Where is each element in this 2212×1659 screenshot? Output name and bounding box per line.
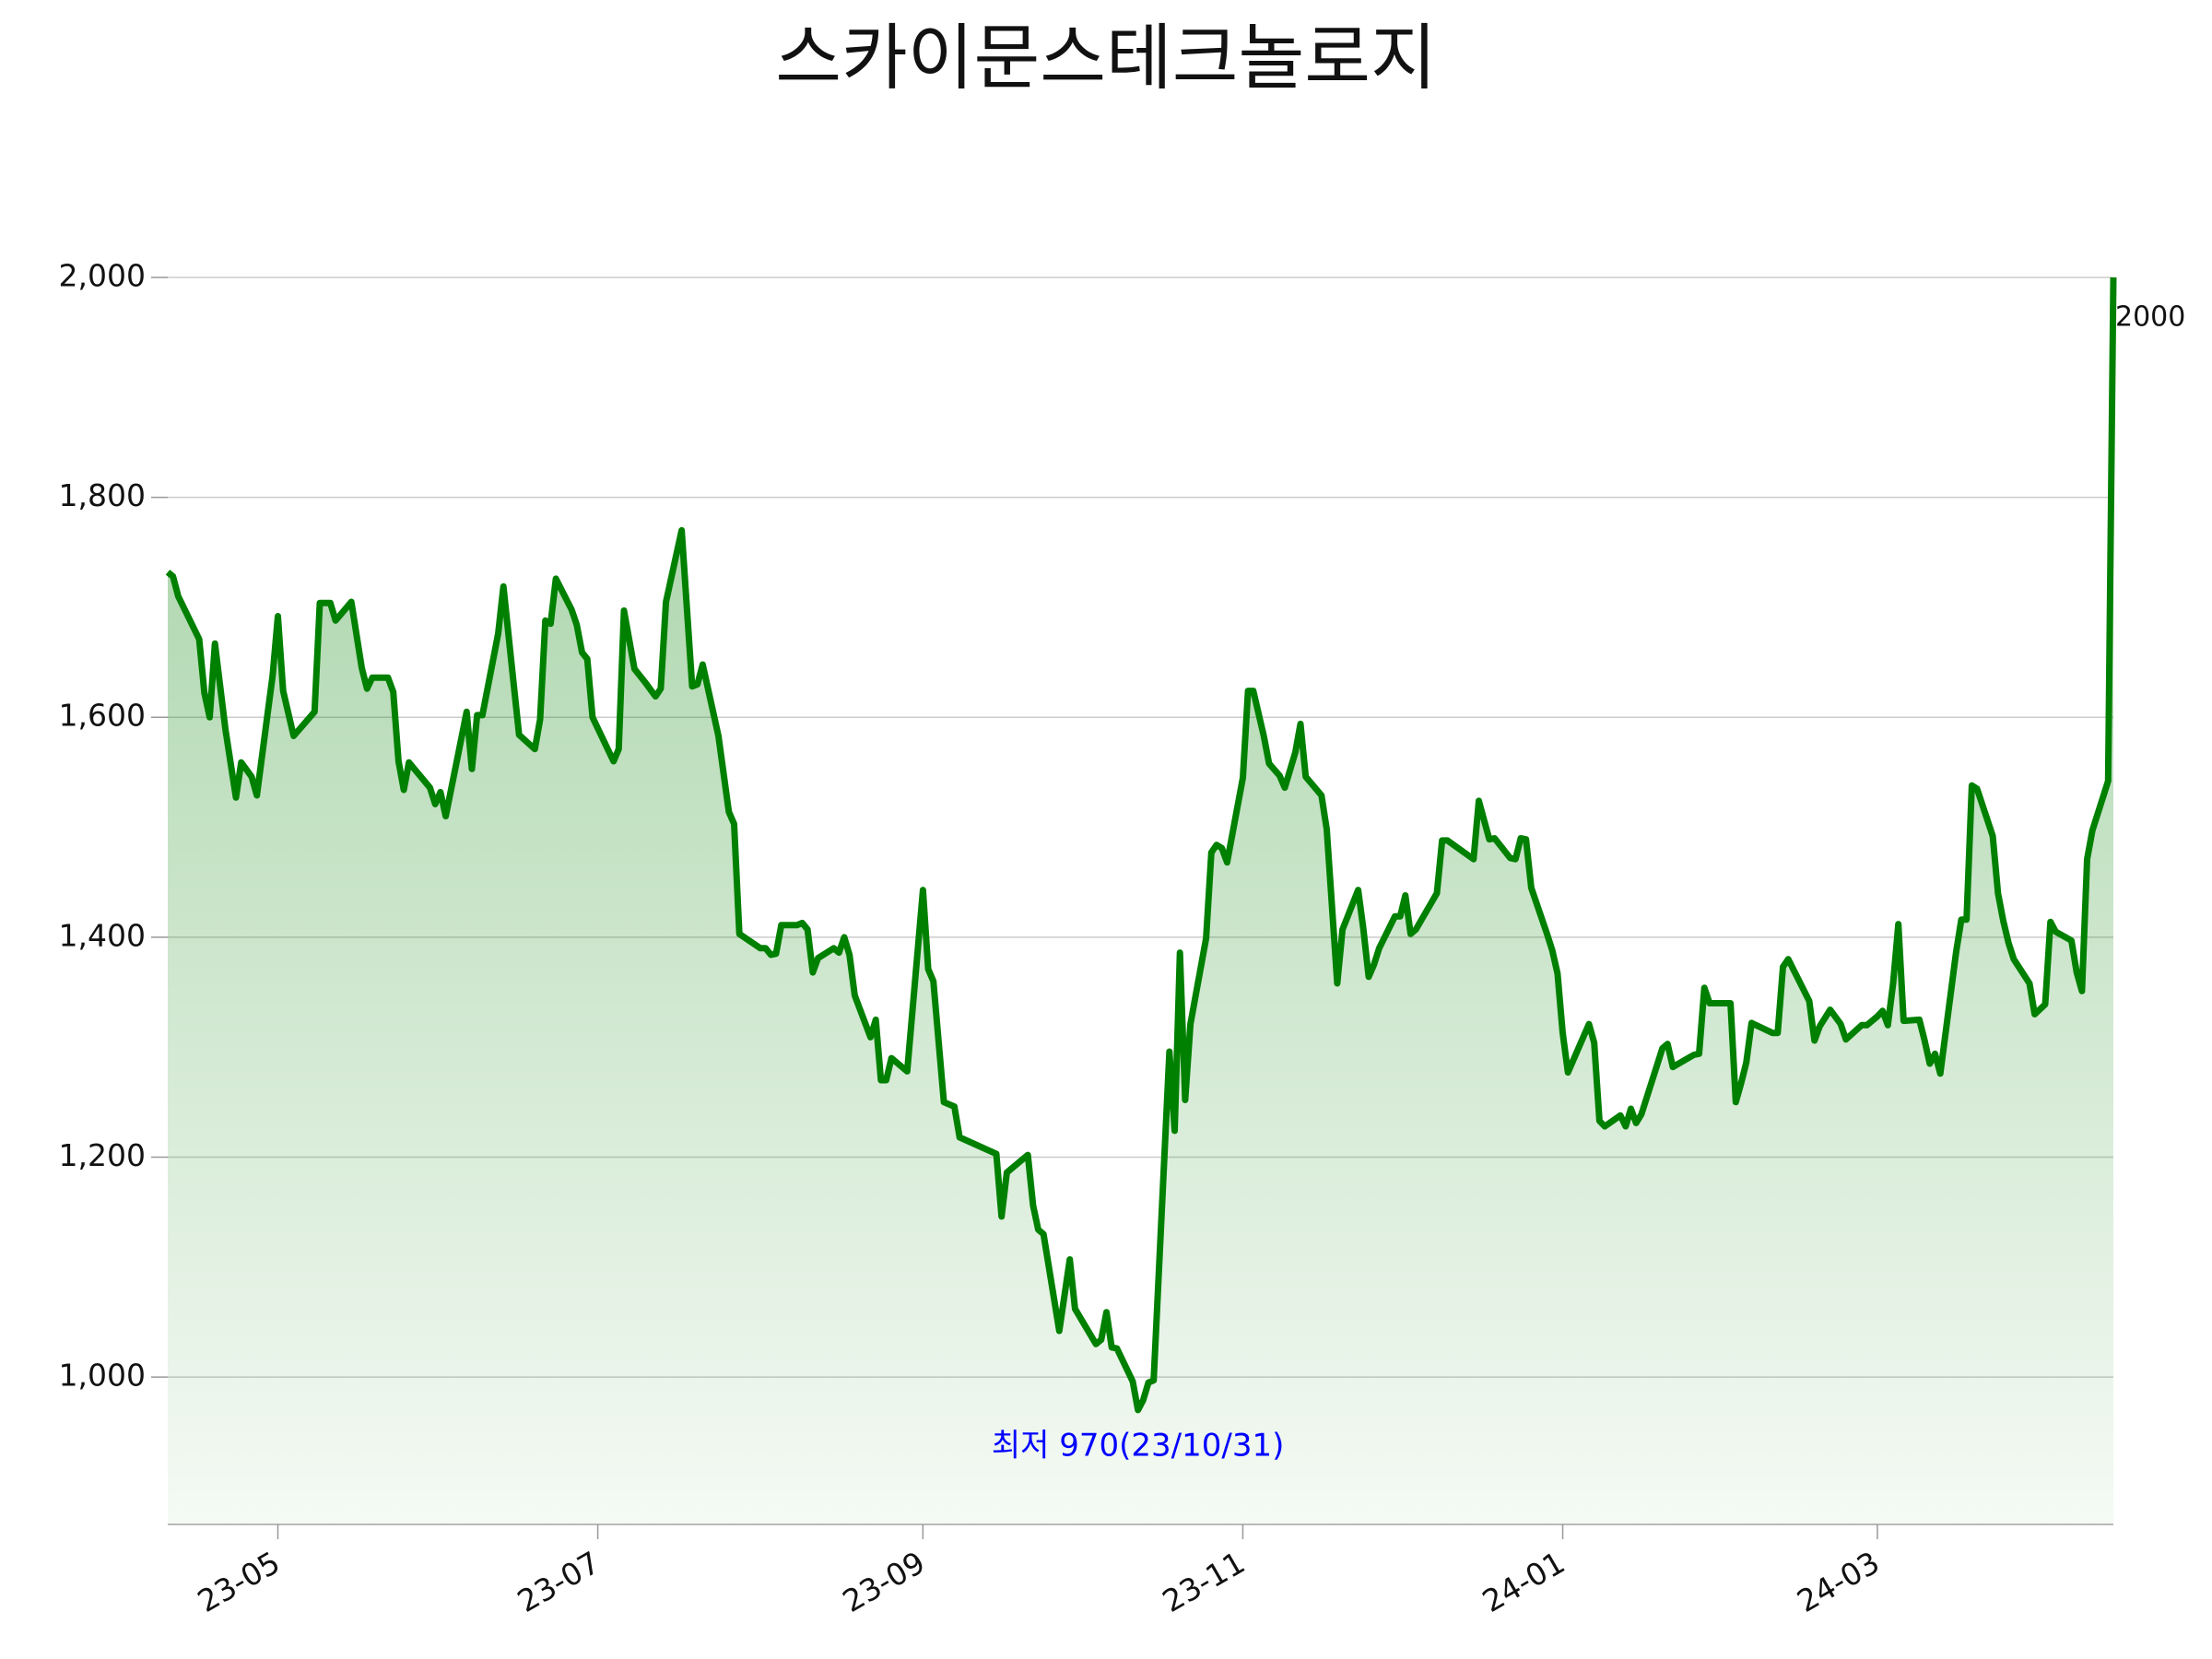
value-label: 2000: [2115, 301, 2185, 334]
y-tick-label: 1,800: [59, 477, 146, 513]
x-tick-label: 23-05: [192, 1544, 287, 1619]
annotation: 최저 970(23/10/31): [992, 1427, 1285, 1464]
y-tick-label: 1,200: [59, 1137, 146, 1173]
x-tick-label: 24-01: [1477, 1544, 1571, 1619]
y-tick-label: 1,400: [59, 917, 146, 953]
y-tick-label: 1,000: [59, 1358, 146, 1394]
x-tick-label: 23-09: [837, 1544, 932, 1619]
x-tick-label: 23-11: [1157, 1544, 1252, 1619]
x-tick-label: 24-03: [1791, 1544, 1886, 1619]
area: [168, 277, 2113, 1524]
y-tick-label: 1,600: [59, 698, 146, 734]
chart-title: 스카이문스테크놀로지: [775, 17, 1437, 100]
x-tick-label: 23-07: [512, 1544, 606, 1619]
y-tick-label: 2,000: [59, 258, 146, 294]
line: [165, 276, 2117, 1414]
